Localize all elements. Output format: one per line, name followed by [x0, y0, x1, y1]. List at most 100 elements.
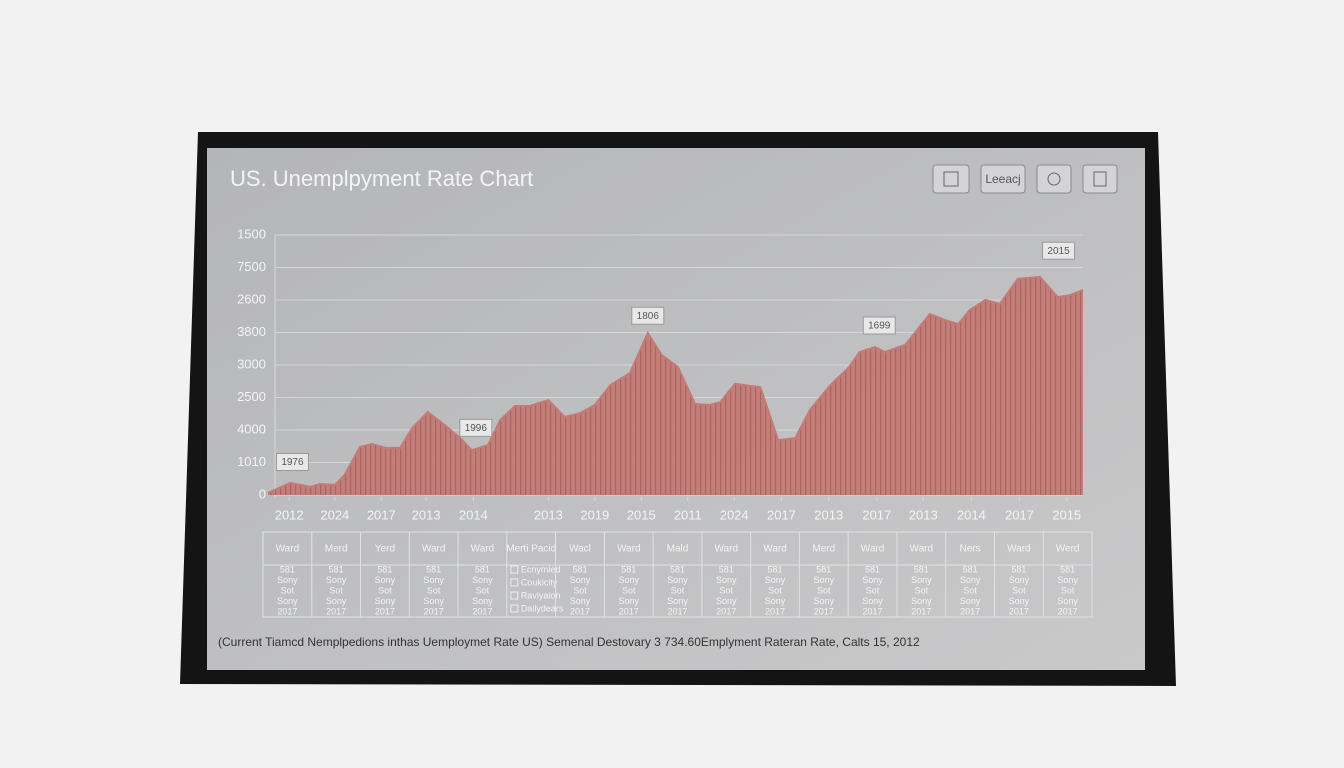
table-cell: Sot [915, 585, 929, 595]
table-cell: 581 [572, 564, 587, 574]
table-cell: 581 [280, 564, 295, 574]
icon-button[interactable] [932, 164, 970, 194]
y-tick-label: 0 [259, 486, 266, 501]
y-tick-label: 3800 [237, 324, 266, 339]
table-cell: Sony [1057, 596, 1078, 606]
icon [943, 171, 959, 187]
table-cell: 2017 [765, 606, 785, 616]
table-cell: Sot [1061, 585, 1075, 595]
table-cell: Sot [817, 585, 831, 595]
table-header: Ward [471, 544, 495, 555]
table-cell: 581 [1011, 564, 1026, 574]
table-header: Merd [812, 544, 835, 555]
table-cell: Sony [862, 596, 883, 606]
area [268, 276, 1083, 495]
table-cell: Sot [671, 585, 685, 595]
icon-button[interactable] [1036, 164, 1072, 194]
table-cell: 581 [963, 564, 978, 574]
x-tick-label: 2014 [459, 507, 488, 522]
table-cell: 581 [670, 564, 685, 574]
annotation-box [1042, 241, 1076, 260]
table-cell: 2017 [960, 606, 980, 616]
legend-swatch [510, 591, 519, 600]
table-header: Yerd [375, 544, 395, 555]
x-tick-label: 2013 [909, 507, 938, 522]
table-cell: Sot [1012, 585, 1026, 595]
table-cell: Sot [573, 585, 587, 595]
annotation-box [275, 453, 309, 471]
table-cell: 2017 [863, 606, 883, 616]
table-cell: Sony [277, 575, 298, 585]
table-cell: Sony [1009, 596, 1030, 606]
annotation: 1996 [465, 423, 488, 434]
table-cell: Sony [814, 596, 835, 606]
table-cell: Sony [765, 575, 786, 585]
icon [1093, 171, 1107, 187]
table-cell: Sot [427, 585, 441, 595]
annotation-box [459, 418, 493, 437]
table-header: Ward [714, 544, 738, 555]
table-cell: Sot [378, 585, 392, 595]
table-header: Wacl [569, 544, 591, 555]
annotation-box [862, 316, 896, 335]
area-edge [267, 275, 1084, 494]
table-header: Merti Pacid [506, 544, 556, 555]
table-cell: Sony [911, 575, 932, 585]
label-button[interactable] [980, 164, 1026, 194]
legend-swatch [510, 578, 519, 587]
x-tick-label: 2019 [580, 507, 609, 522]
table-cell: Sony [716, 596, 737, 606]
y-tick-label: 1010 [237, 454, 266, 469]
table-cell: 581 [719, 564, 734, 574]
icon-button[interactable] [1082, 164, 1118, 194]
table-cell: 581 [475, 564, 490, 574]
table-header: Ward [1007, 544, 1031, 555]
table-cell: 581 [377, 564, 392, 574]
table-cell: Sony [960, 596, 981, 606]
table-cell: 2017 [667, 606, 687, 616]
legend-line: Coukicity [521, 577, 558, 587]
legend-swatch [510, 604, 519, 613]
chart-title: US. Unemplpyment Rate Chart [230, 166, 533, 191]
table-cell: Sony [716, 575, 737, 585]
y-tick-label: 1500 [237, 226, 266, 241]
annotation: 2015 [1047, 246, 1070, 257]
table-cell: Sony [862, 575, 883, 585]
table-cell: Sony [326, 596, 347, 606]
legend-line: Raviyaion [521, 590, 561, 600]
table-cell: Sot [329, 585, 343, 595]
x-tick-label: 2013 [814, 507, 843, 522]
table-cell: 2017 [375, 606, 395, 616]
y-tick-label: 2500 [237, 389, 266, 404]
y-tick-label: 7500 [237, 259, 266, 274]
legend-line: Dailydears [521, 603, 564, 613]
table-cell: Sony [911, 596, 932, 606]
x-tick-label: 2015 [627, 507, 656, 522]
y-tick-label: 3000 [237, 356, 266, 371]
table-header: Werd [1056, 544, 1080, 555]
x-tick-label: 2012 [275, 507, 304, 522]
x-tick-label: 2017 [862, 507, 891, 522]
legend-line: Ecnymied [521, 564, 561, 574]
table-cell: Sot [476, 585, 490, 595]
table-cell: Sony [1057, 575, 1078, 585]
table-cell: Sony [570, 575, 591, 585]
table-cell: Sony [375, 596, 396, 606]
table-cell: 2017 [716, 606, 736, 616]
table-cell: 581 [329, 564, 344, 574]
button-label: Leeacj [985, 172, 1020, 186]
x-tick-label: 2017 [367, 507, 396, 522]
table-cell: 581 [768, 564, 783, 574]
annotation: 1806 [637, 311, 660, 322]
table-header: Mald [667, 544, 689, 555]
table-cell: Sony [667, 596, 688, 606]
table-cell: 2017 [814, 606, 834, 616]
x-tick-label: 2017 [1005, 507, 1034, 522]
x-tick-label: 2013 [534, 507, 563, 522]
y-tick-label: 2600 [237, 291, 266, 306]
table-cell: Sot [866, 585, 880, 595]
x-tick-label: 2015 [1052, 507, 1081, 522]
annotation: 1976 [281, 457, 304, 468]
table-cell: 2017 [472, 606, 492, 616]
annotation-box [631, 306, 665, 325]
